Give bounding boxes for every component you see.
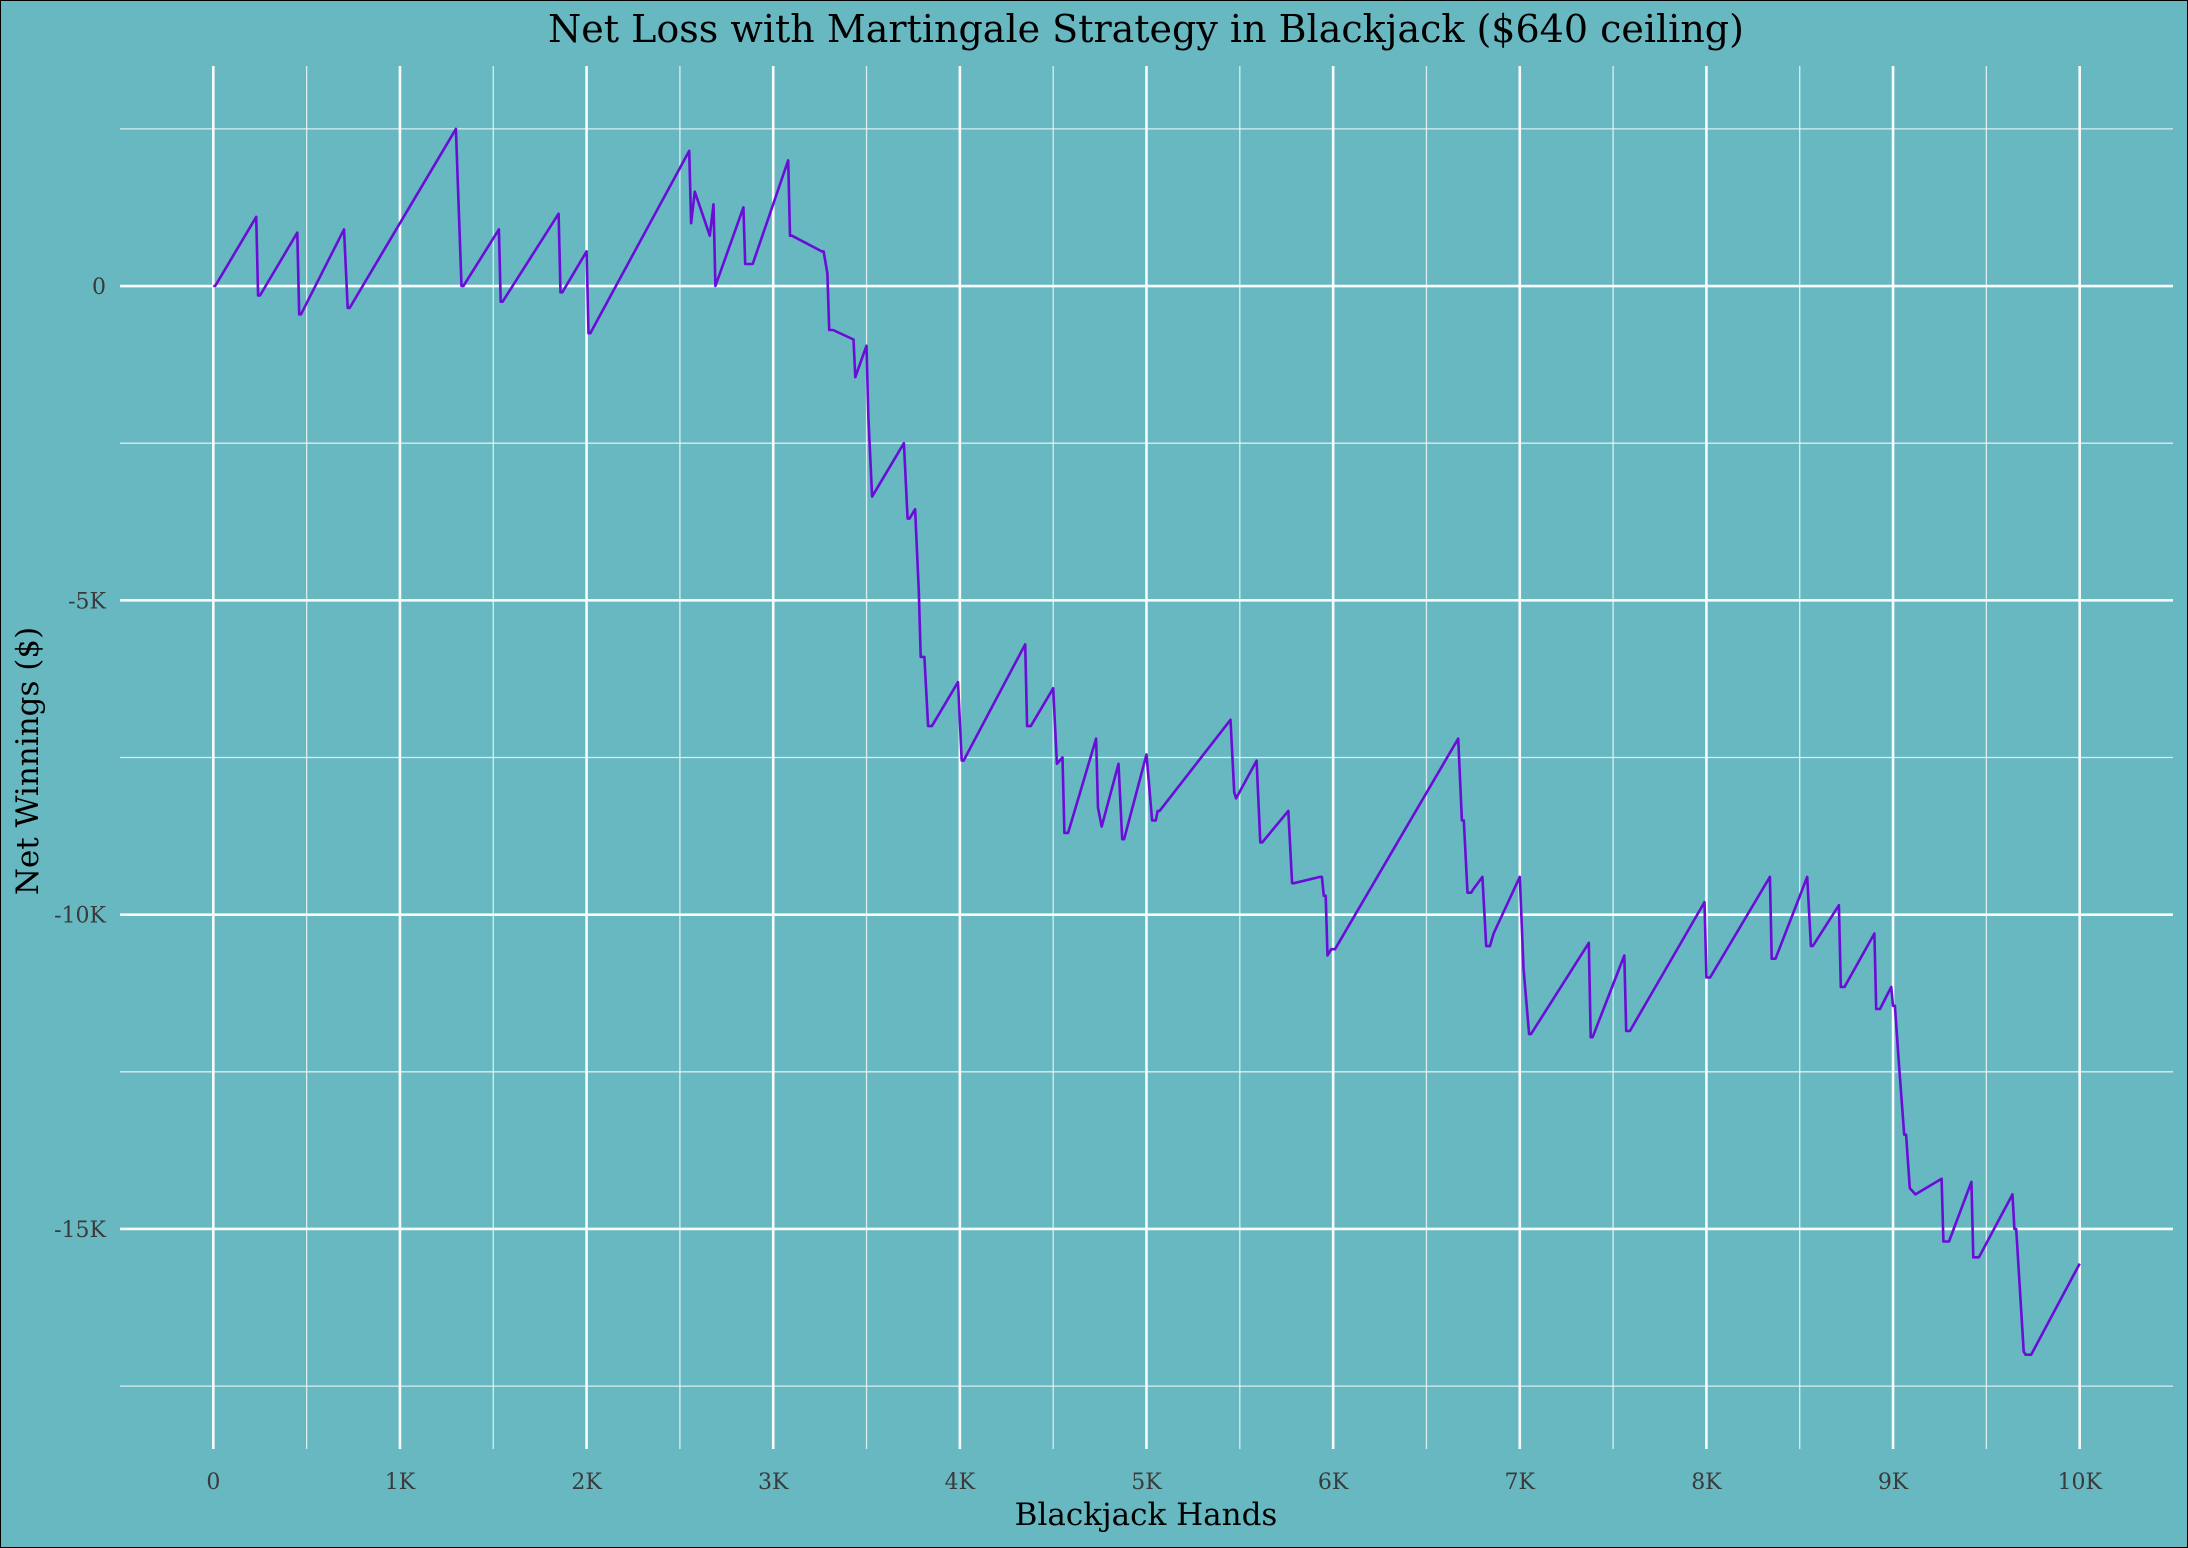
x-tick-label: 2K bbox=[571, 1470, 602, 1495]
x-axis-ticks: 0 1K 2K 3K 4K 5K 6K 7K 8K 9K 10K bbox=[206, 1470, 2102, 1495]
y-axis-ticks: 0 -5K -10K -15K bbox=[54, 275, 106, 1243]
x-tick-label: 7K bbox=[1505, 1470, 1536, 1495]
x-tick-label: 9K bbox=[1878, 1470, 1909, 1495]
x-tick-label: 5K bbox=[1131, 1470, 1162, 1495]
x-tick-label: 0 bbox=[206, 1470, 220, 1495]
x-tick-label: 8K bbox=[1691, 1470, 1722, 1495]
x-tick-label: 4K bbox=[945, 1470, 976, 1495]
y-tick-label: 0 bbox=[92, 275, 106, 300]
plot-series bbox=[213, 127, 2081, 1356]
x-tick-label: 10K bbox=[2057, 1470, 2102, 1495]
x-axis-label: Blackjack Hands bbox=[1015, 1497, 1278, 1533]
x-tick-label: 1K bbox=[385, 1470, 416, 1495]
chart-title: Net Loss with Martingale Strategy in Bla… bbox=[548, 7, 1744, 51]
x-tick-label: 6K bbox=[1318, 1470, 1349, 1495]
net-winnings-line bbox=[213, 127, 2081, 1356]
y-axis-label: Net Winnings ($) bbox=[10, 627, 46, 895]
x-tick-label: 3K bbox=[758, 1470, 789, 1495]
y-tick-label: -10K bbox=[54, 904, 106, 929]
y-tick-label: -5K bbox=[68, 589, 106, 614]
y-tick-label: -15K bbox=[54, 1218, 106, 1243]
